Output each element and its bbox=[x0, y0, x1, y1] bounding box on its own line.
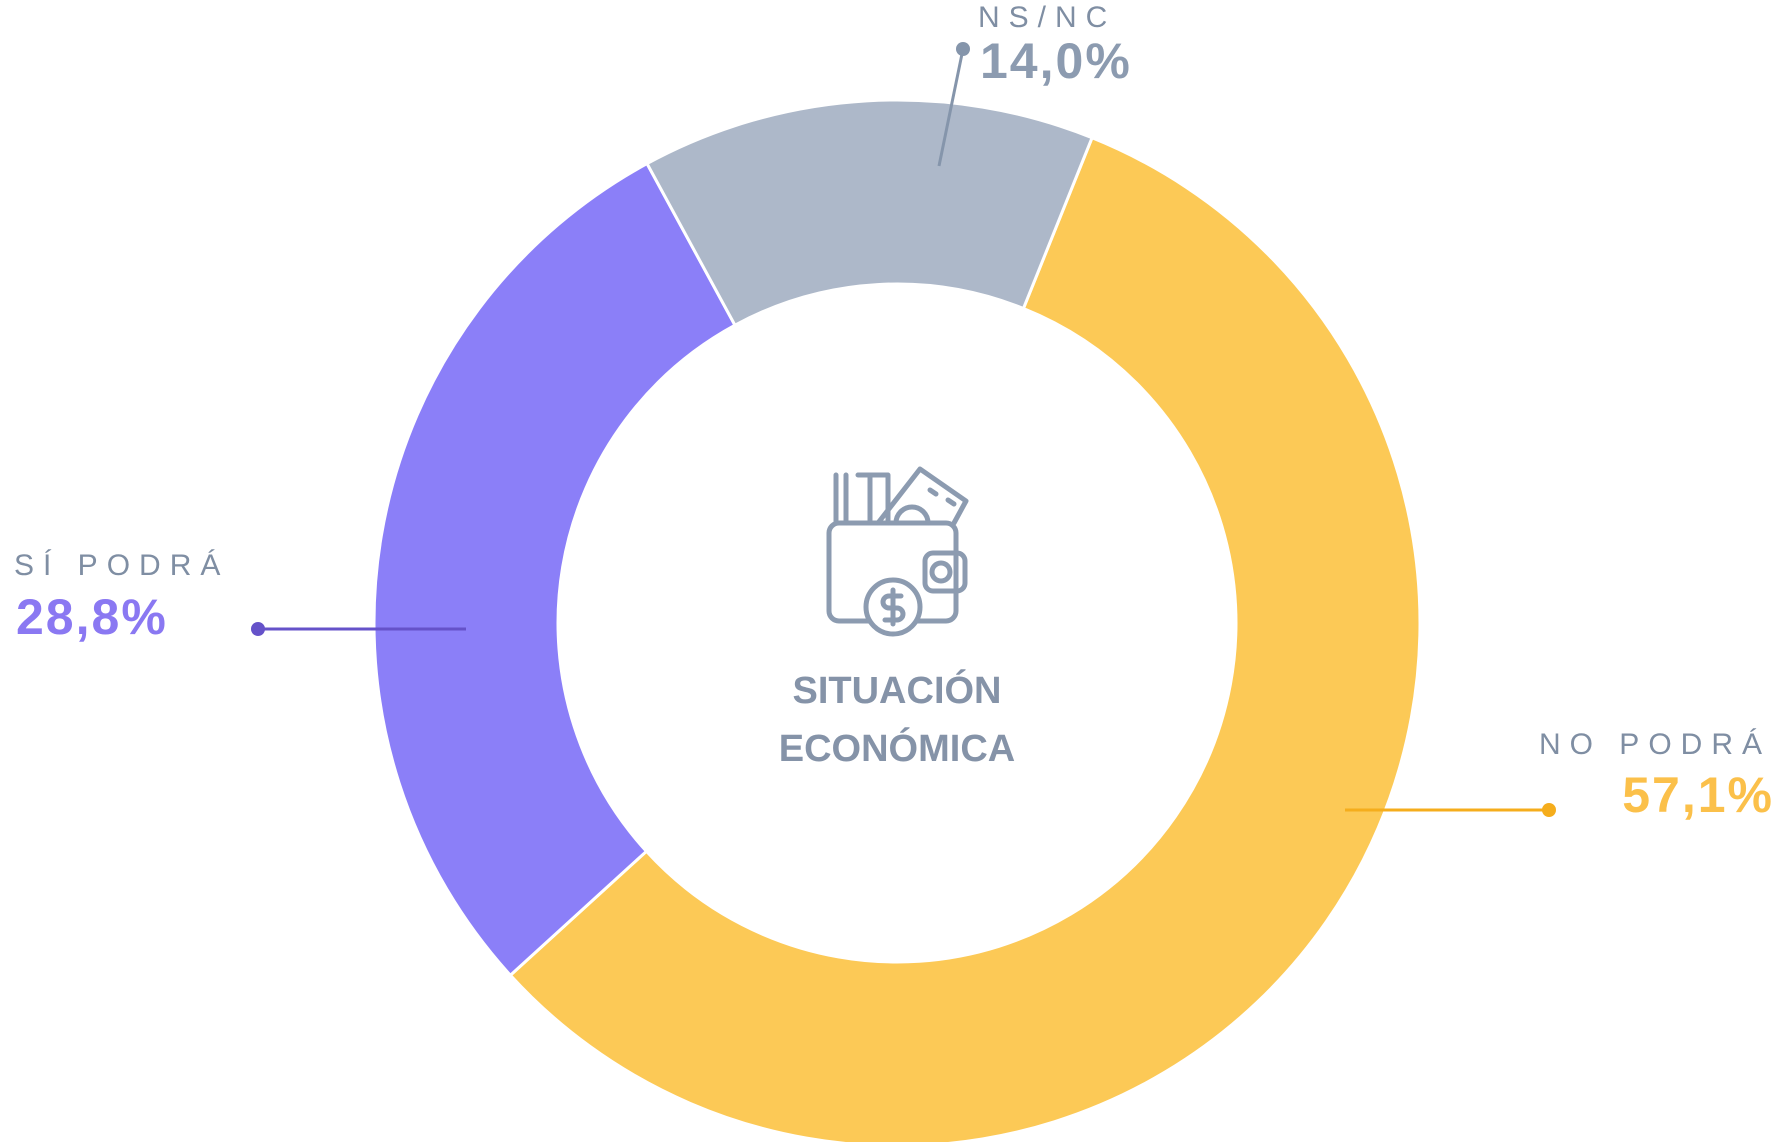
category-label: SÍ PODRÁ bbox=[14, 549, 229, 582]
center-label: SITUACIÓN bbox=[793, 668, 1002, 712]
category-label: NS/NC bbox=[978, 1, 1116, 34]
value-label: 57,1% bbox=[1622, 767, 1774, 823]
wallet-icon bbox=[826, 466, 969, 637]
leader-dot bbox=[251, 622, 265, 636]
center-label: ECONÓMICA bbox=[779, 726, 1015, 770]
value-label: 14,0% bbox=[980, 33, 1132, 89]
donut-segment bbox=[645, 98, 1095, 328]
value-label: 28,8% bbox=[16, 589, 168, 645]
category-label: NO PODRÁ bbox=[1539, 728, 1771, 761]
donut-segment bbox=[372, 161, 738, 978]
leader-dot bbox=[1542, 803, 1556, 817]
donut-segment bbox=[508, 135, 1422, 1142]
leader-line bbox=[937, 48, 965, 167]
leader-dot bbox=[956, 42, 970, 56]
